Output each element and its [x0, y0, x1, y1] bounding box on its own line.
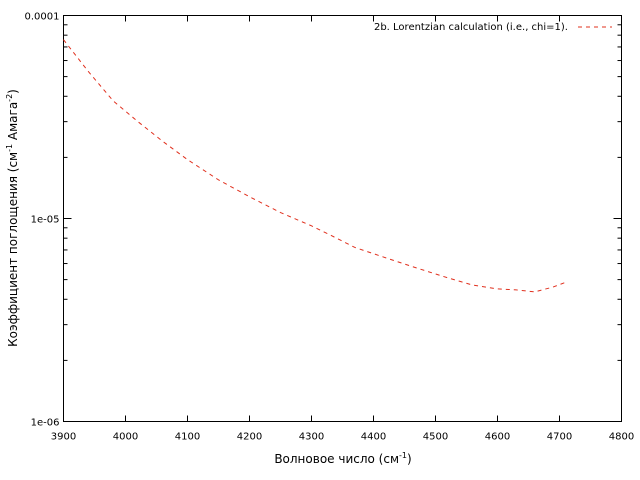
- y-tick-label: 1e-06: [31, 418, 60, 429]
- y-axis-title: Коэффициент поглощения (см-1 Амага-2): [5, 89, 20, 347]
- x-tick-label: 4300: [299, 432, 324, 443]
- series-layer: [63, 39, 566, 293]
- legend: 2b. Lorentzian calculation (i.e., chi=1)…: [374, 22, 612, 33]
- tick-labels: 3900 4000 4100 4200 4300 4400 4500 4600 4700 4800…: [25, 12, 635, 443]
- x-tick-label: 4400: [361, 432, 386, 443]
- x-tick-label: 4200: [237, 432, 262, 443]
- x-tick-label: 4700: [547, 432, 572, 443]
- series-line: [63, 39, 566, 293]
- x-tick-label: 4600: [485, 432, 510, 443]
- y-tick-label: 0.0001: [25, 12, 60, 23]
- x-tick-label: 4500: [423, 432, 448, 443]
- plot-frame: [63, 15, 622, 422]
- x-tick-label: 4000: [113, 432, 138, 443]
- x-axis-title: Волновое число (см-1): [274, 451, 411, 466]
- legend-entry-label: 2b. Lorentzian calculation (i.e., chi=1)…: [374, 22, 568, 33]
- x-tick-label: 4100: [175, 432, 200, 443]
- y-tick-label: 1e-05: [31, 215, 60, 226]
- x-tick-label: 3900: [51, 432, 76, 443]
- ticks: [63, 15, 622, 422]
- x-tick-label: 4800: [609, 432, 634, 443]
